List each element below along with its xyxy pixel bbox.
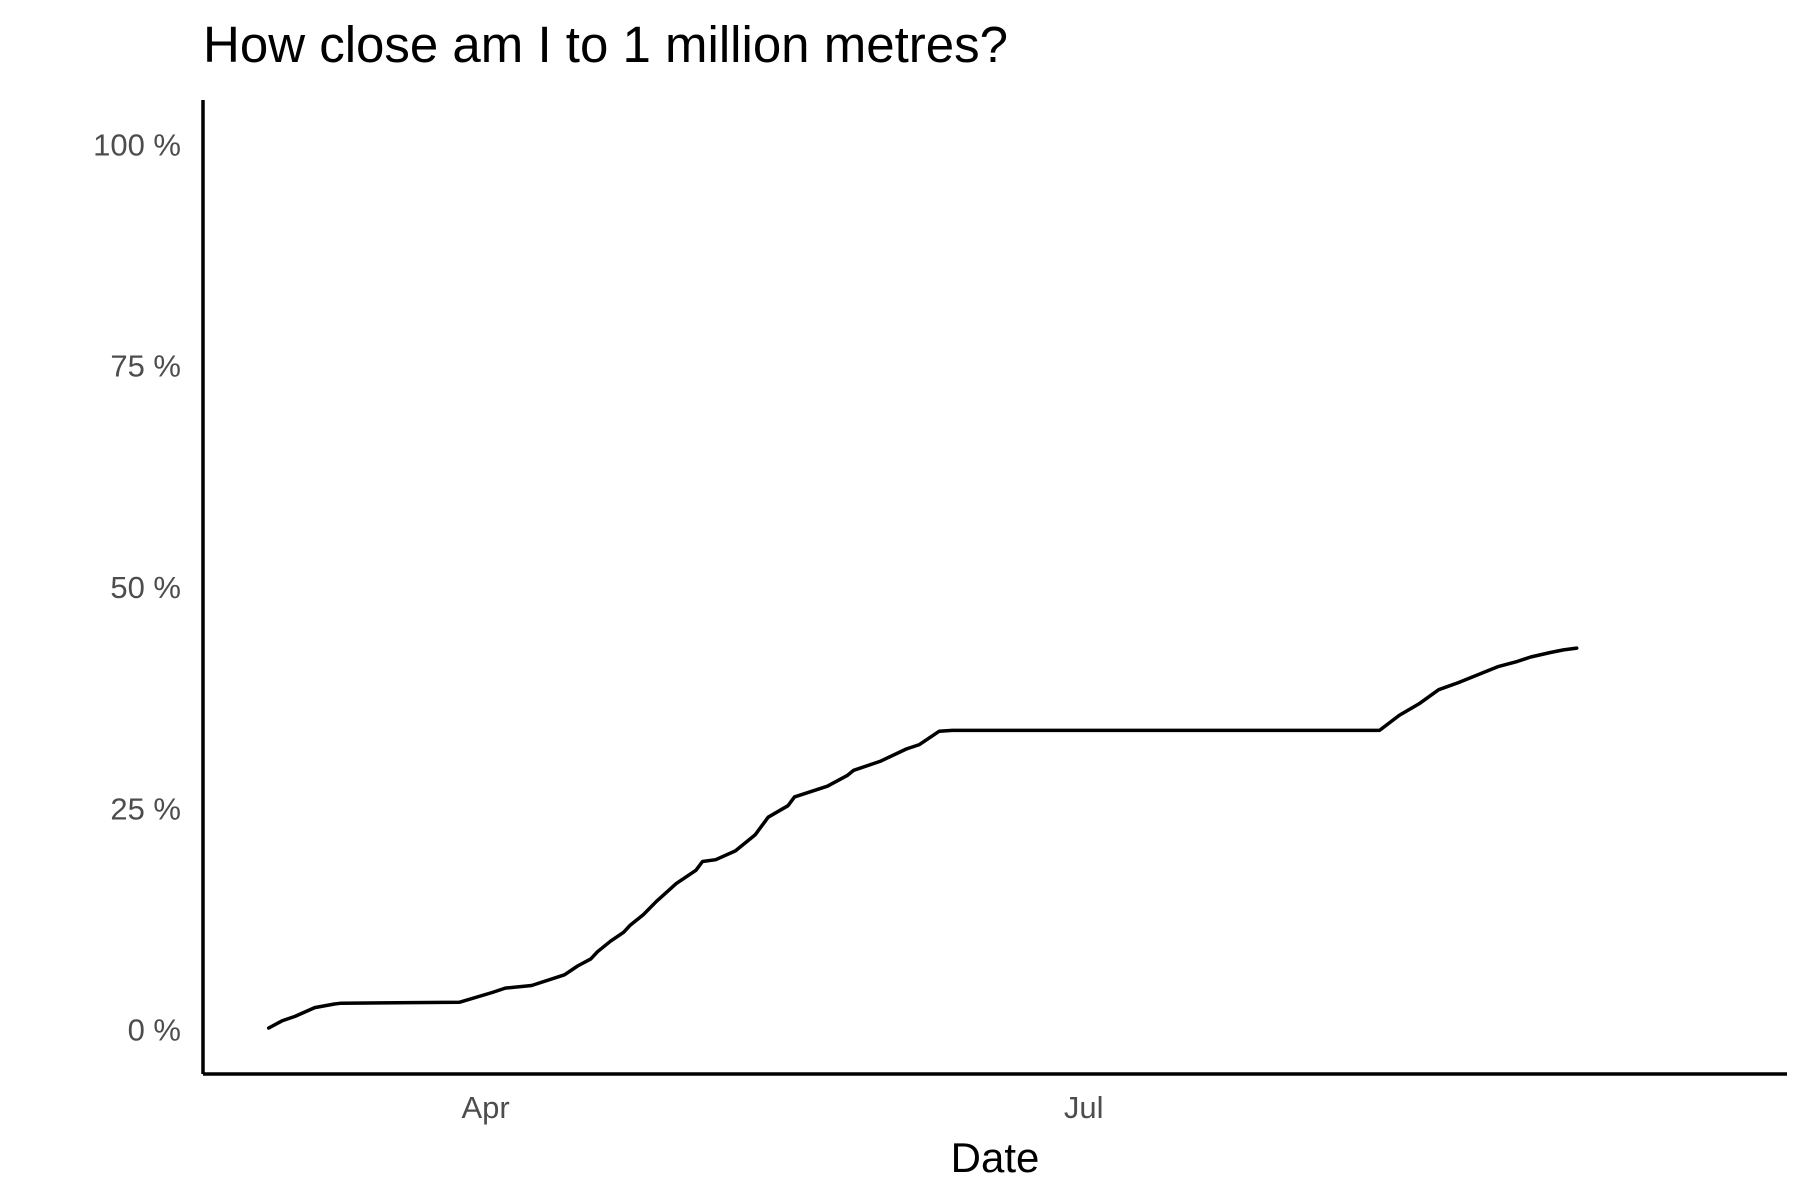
series-group	[266, 646, 1579, 1030]
y-axis-ticks: 0 % 25 % 50 % 75 % 100 %	[93, 127, 181, 1047]
x-tick-label: Jul	[1064, 1090, 1104, 1125]
y-tick-label: 100 %	[93, 127, 181, 162]
series-line	[266, 646, 1579, 1030]
y-tick-label: 0 %	[128, 1013, 181, 1048]
x-axis-title: Date	[951, 1134, 1040, 1181]
x-tick-label: Apr	[461, 1090, 509, 1125]
y-tick-label: 75 %	[110, 349, 181, 384]
y-tick-label: 25 %	[110, 791, 181, 826]
x-axis-ticks: Apr Jul	[461, 1090, 1103, 1125]
y-tick-label: 50 %	[110, 570, 181, 605]
chart-title: How close am I to 1 million metres?	[203, 16, 1008, 73]
